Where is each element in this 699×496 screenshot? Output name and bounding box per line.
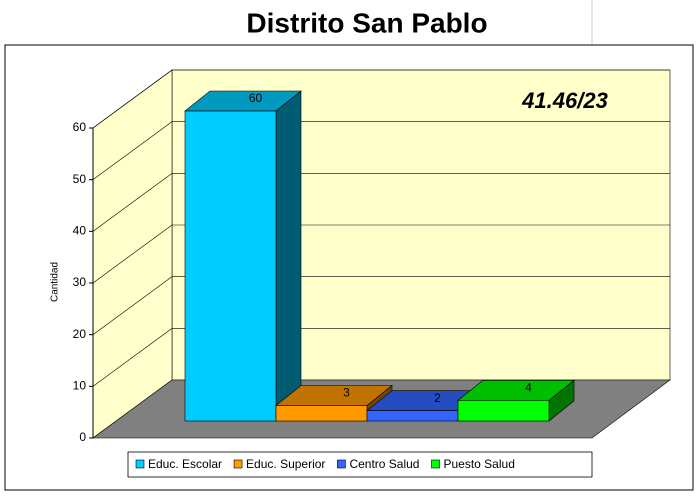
legend-label: Puesto Salud xyxy=(443,457,514,471)
y-tick-label: 50 xyxy=(73,172,87,186)
grid-line xyxy=(92,224,173,284)
y-axis-label: Cantidad xyxy=(50,262,61,302)
bar xyxy=(366,410,459,422)
legend-label: Educ. Superior xyxy=(246,457,325,471)
y-tick-label: 30 xyxy=(73,275,87,289)
y-tick-label: 40 xyxy=(73,224,87,238)
bar xyxy=(184,110,277,422)
chart-title: Distrito San Pablo xyxy=(246,7,487,38)
data-label: 3 xyxy=(343,386,350,400)
legend-label: Educ. Escolar xyxy=(148,457,222,471)
legend-label: Centro Salud xyxy=(349,457,419,471)
plot: 603 24 xyxy=(92,69,670,422)
bar xyxy=(275,405,368,422)
grid-line xyxy=(92,121,173,180)
data-label: 4 xyxy=(525,381,532,395)
data-label: 60 xyxy=(249,91,263,105)
legend-box xyxy=(127,451,593,478)
y-tick-label: 0 xyxy=(79,430,86,444)
bar-side xyxy=(275,90,302,422)
legend-swatch xyxy=(233,459,243,469)
grid-line xyxy=(92,173,173,232)
annotation: 41.46/23 xyxy=(521,88,608,113)
y-tick-label: 20 xyxy=(73,327,87,341)
grid-line xyxy=(92,69,173,129)
data-label: 2 xyxy=(434,391,441,405)
grid-line xyxy=(92,276,173,335)
bar xyxy=(457,400,550,422)
legend-swatch xyxy=(135,459,145,469)
y-tick-label: 60 xyxy=(73,120,87,134)
legend-swatch xyxy=(431,459,440,469)
grid-line xyxy=(92,328,173,387)
legend-swatch xyxy=(337,459,346,469)
y-tick-label: 10 xyxy=(73,379,87,393)
